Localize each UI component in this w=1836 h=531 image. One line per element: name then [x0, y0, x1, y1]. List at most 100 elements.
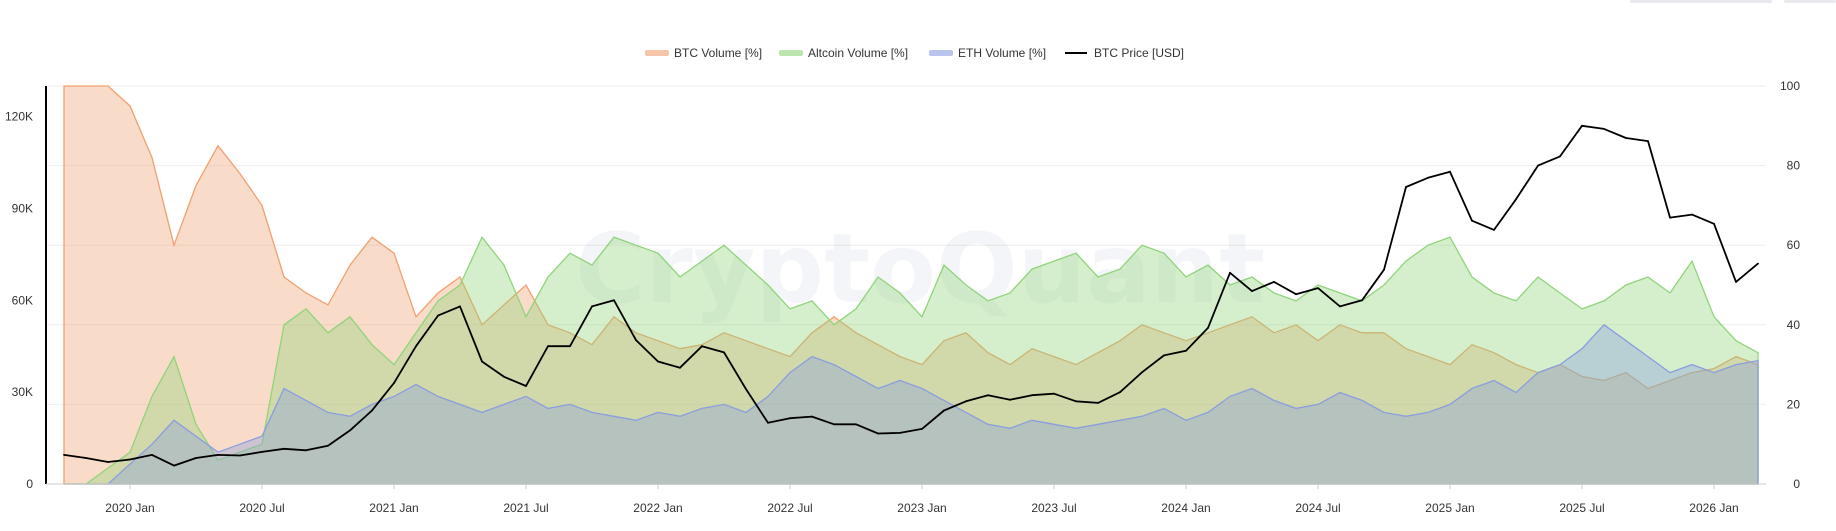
btc-price-point-53	[1229, 271, 1231, 274]
btc-price-point-26	[635, 339, 637, 341]
x-tick-label: 2020 Jul	[239, 501, 284, 515]
x-tick-label: 2023 Jan	[897, 501, 946, 515]
btc-price-point-24	[591, 305, 593, 308]
btc-price-point-15	[393, 382, 395, 384]
btc-price-point-5	[173, 464, 175, 467]
btc-price-point-28	[679, 366, 681, 369]
btc-price-point-36	[855, 423, 857, 426]
btc-price-point-55	[1273, 281, 1275, 283]
btc-price-point-18	[459, 305, 461, 308]
btc-price-point-20	[503, 375, 505, 378]
btc-price-point-3	[129, 458, 131, 461]
btc-price-point-50	[1163, 354, 1165, 357]
btc-price-point-63	[1449, 170, 1451, 173]
series-area-altcoin-volume	[64, 235, 1759, 485]
y-left-tick-label: 0	[26, 477, 33, 491]
btc-price-point-66	[1515, 198, 1517, 201]
btc-price-point-46	[1075, 400, 1077, 403]
btc-price-point-29	[701, 345, 703, 348]
btc-price-point-65	[1493, 229, 1495, 231]
x-tick-label: 2025 Jan	[1425, 501, 1474, 515]
y-right-tick-label: 80	[1787, 159, 1801, 173]
btc-price-point-22	[547, 345, 549, 348]
btc-price-point-72	[1647, 140, 1649, 143]
btc-price-point-62	[1427, 176, 1429, 179]
btc-price-point-17	[437, 314, 439, 317]
x-tick-label: 2021 Jan	[369, 501, 418, 515]
btc-price-point-11	[305, 449, 307, 452]
btc-price-point-8	[239, 454, 241, 457]
y-right-tick-label: 20	[1787, 397, 1801, 411]
btc-price-point-59	[1361, 299, 1363, 302]
btc-price-point-34	[811, 415, 813, 418]
btc-price-point-27	[657, 360, 659, 363]
legend-item-eth-volume[interactable]: ETH Volume [%]	[929, 46, 1046, 60]
legend-item-alt-volume[interactable]: Altcoin Volume [%]	[779, 46, 908, 60]
btc-price-point-69	[1581, 124, 1583, 127]
btc-price-point-21	[525, 385, 527, 387]
x-tick-label: 2024 Jul	[1295, 501, 1340, 515]
legend-label: BTC Price [USD]	[1094, 46, 1184, 60]
btc-price-point-75	[1713, 222, 1715, 225]
btc-price-point-25	[613, 299, 615, 302]
x-tick-label: 2023 Jul	[1031, 501, 1076, 515]
btc-price-point-47	[1097, 402, 1099, 404]
btc-price-point-70	[1603, 127, 1605, 130]
btc-price-point-33	[789, 417, 791, 420]
btc-price-point-76	[1735, 281, 1737, 283]
btc-price-point-71	[1625, 137, 1627, 139]
legend-label: ETH Volume [%]	[958, 46, 1046, 60]
series-line-btc-price	[63, 124, 1759, 467]
btc-price-point-19	[481, 360, 483, 363]
x-tick-label: 2026 Jan	[1689, 501, 1738, 515]
y-left-tick-label: 90K	[12, 201, 33, 215]
btc-price-point-60	[1383, 268, 1385, 271]
btc-price-point-42	[987, 394, 989, 397]
y-left-tick-label: 60K	[12, 293, 33, 307]
btc-price-point-54	[1251, 290, 1253, 292]
legend-item-btc-price[interactable]: BTC Price [USD]	[1065, 46, 1184, 60]
btc-price-point-12	[327, 444, 329, 447]
btc-price-point-52	[1207, 327, 1209, 329]
btc-price-point-61	[1405, 186, 1407, 188]
legend[interactable]: BTC Volume [%] Altcoin Volume [%] ETH Volu…	[645, 46, 1184, 60]
btc-price-point-37	[877, 432, 879, 435]
btc-price-point-49	[1141, 371, 1143, 374]
btc-price-point-67	[1537, 164, 1539, 167]
legend-swatch	[645, 50, 669, 56]
legend-item-btc-volume[interactable]: BTC Volume [%]	[645, 46, 762, 60]
y-left-tick-label: 30K	[12, 385, 33, 399]
btc-price-point-51	[1185, 349, 1187, 352]
btc-price-point-57	[1317, 287, 1319, 289]
series-area-btc-volume	[63, 85, 1759, 485]
btc-price-point-41	[965, 400, 967, 403]
btc-price-point-23	[569, 345, 571, 348]
x-tick-label: 2022 Jul	[767, 501, 812, 515]
btc-price-point-68	[1559, 155, 1561, 158]
btc-price-point-56	[1295, 293, 1297, 296]
btc-price-point-9	[261, 451, 263, 453]
legend-label: BTC Volume [%]	[674, 46, 762, 60]
btc-price-point-77	[1757, 262, 1759, 265]
btc-price-point-32	[767, 421, 769, 424]
btc-price-point-35	[833, 423, 835, 426]
btc-price-point-44	[1031, 394, 1033, 397]
y-right-tick-label: 100	[1780, 79, 1800, 93]
btc-price-point-2	[107, 461, 109, 463]
btc-price-point-39	[921, 428, 923, 430]
btc-price-point-31	[745, 388, 747, 390]
btc-price-point-4	[151, 454, 153, 456]
x-tick-label: 2025 Jul	[1559, 501, 1604, 515]
btc-price-point-58	[1339, 305, 1341, 308]
btc-price-point-13	[349, 429, 351, 432]
btc-price-point-1	[85, 457, 87, 459]
top-toolbar-decor-2	[1784, 0, 1836, 3]
btc-price-point-16	[415, 345, 417, 348]
y-right-tick-label: 60	[1787, 238, 1801, 252]
btc-price-point-38	[899, 432, 901, 434]
btc-price-point-43	[1009, 398, 1011, 401]
btc-price-point-0	[63, 454, 65, 456]
top-toolbar-decor	[1630, 0, 1772, 3]
x-tick-label: 2022 Jan	[633, 501, 682, 515]
axes: 0 30K 60K 90K 120K 0 20 40 60 80 100 2020 Jan 2020 J…	[5, 79, 1800, 515]
